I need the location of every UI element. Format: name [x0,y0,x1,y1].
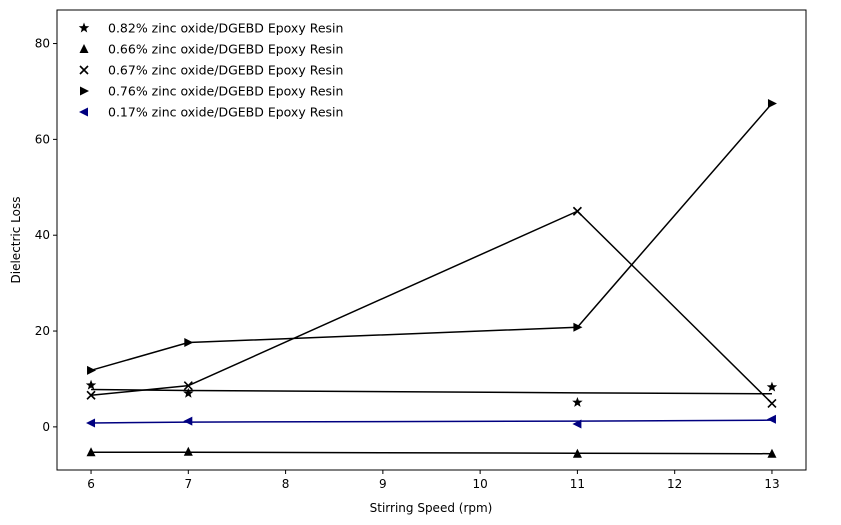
y-tick-label: 20 [35,324,50,338]
data-point [183,446,193,456]
y-axis-ticks: 0 20 40 60 80 [35,37,57,434]
series-line [90,102,773,372]
series-2 [86,446,777,458]
legend-label: 0.17% zinc oxide/DGEBD Epoxy Resin [108,105,343,120]
y-tick-label: 40 [35,228,50,242]
data-point [766,414,776,424]
data-point [86,418,96,428]
legend-item: 0.67% zinc oxide/DGEBD Epoxy Resin [79,63,343,78]
plot-frame [56,9,807,471]
x-axis-title: Stirring Speed (rpm) [370,501,493,515]
legend-item: 0.17% zinc oxide/DGEBD Epoxy Resin [79,105,343,120]
x-tick-label: 6 [87,477,95,491]
data-point [767,98,777,108]
legend-label: 0.76% zinc oxide/DGEBD Epoxy Resin [108,84,343,99]
data-point [183,387,194,398]
x-tick-label: 7 [184,477,192,491]
data-point [572,206,582,216]
y-tick-label: 0 [42,420,50,434]
data-point [183,381,193,391]
y-axis-title: Dielectric Loss [9,197,23,284]
x-tick-label: 13 [764,477,779,491]
x-tick-label: 8 [282,477,290,491]
series-layer [85,98,778,458]
legend-label: 0.67% zinc oxide/DGEBD Epoxy Resin [108,63,343,78]
legend-item: 0.82% zinc oxide/DGEBD Epoxy Resin [78,21,343,36]
series-3 [86,206,777,408]
legend-marker [79,65,89,75]
series-4 [87,98,777,375]
data-point [767,448,777,458]
data-point [86,447,96,457]
legend-marker [79,44,89,53]
x-tick-label: 12 [667,477,682,491]
legend-label: 0.66% zinc oxide/DGEBD Epoxy Resin [108,42,343,57]
legend-marker [78,22,90,33]
legend: 0.82% zinc oxide/DGEBD Epoxy Resin 0.66% … [78,21,343,120]
data-point [572,396,583,407]
data-point [85,379,97,390]
series-line [90,210,773,404]
data-point [572,448,582,458]
x-tick-label: 9 [379,477,387,491]
data-point [184,338,194,348]
data-point [572,419,582,429]
data-point [87,365,97,375]
y-tick-label: 60 [35,132,50,146]
x-tick-label: 10 [472,477,487,491]
y-tick-label: 80 [35,37,50,51]
data-point [767,398,777,408]
x-tick-label: 11 [570,477,585,491]
series-line [91,419,772,424]
data-point [573,322,583,332]
legend-item: 0.66% zinc oxide/DGEBD Epoxy Resin [79,42,343,57]
legend-label: 0.82% zinc oxide/DGEBD Epoxy Resin [108,21,343,36]
legend-marker [79,107,88,117]
data-point [86,390,96,400]
legend-marker [80,86,89,96]
series-5 [86,414,776,429]
data-point [766,381,778,392]
legend-item: 0.76% zinc oxide/DGEBD Epoxy Resin [80,84,343,99]
x-axis-ticks: 6 7 8 9 10 11 12 13 [87,470,780,491]
data-point [183,416,193,426]
series-line [91,451,772,455]
